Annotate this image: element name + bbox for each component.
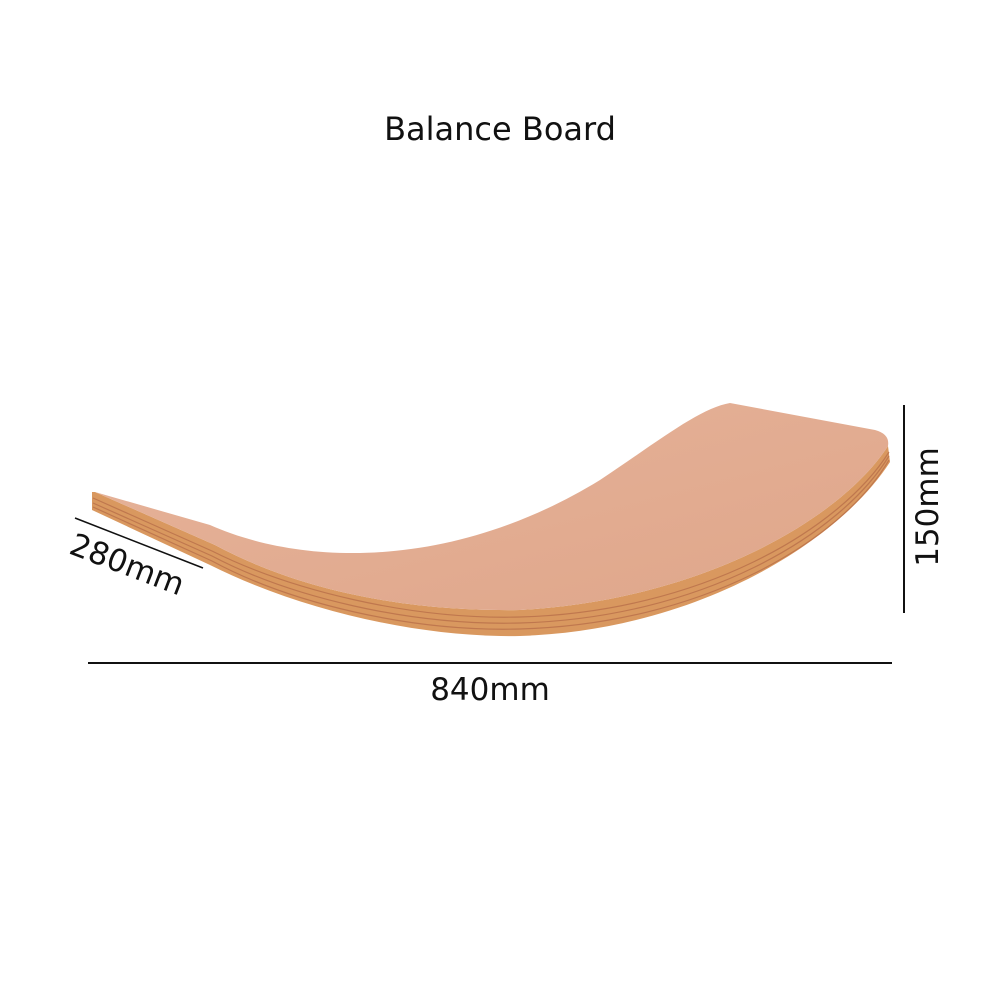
ply-lines — [92, 451, 890, 630]
width-dimension-line — [74, 517, 204, 569]
diagram-title: Balance Board — [384, 110, 616, 148]
board-top-surface — [95, 403, 889, 611]
length-label: 840mm — [430, 672, 550, 708]
height-label: 150mm — [910, 447, 946, 567]
